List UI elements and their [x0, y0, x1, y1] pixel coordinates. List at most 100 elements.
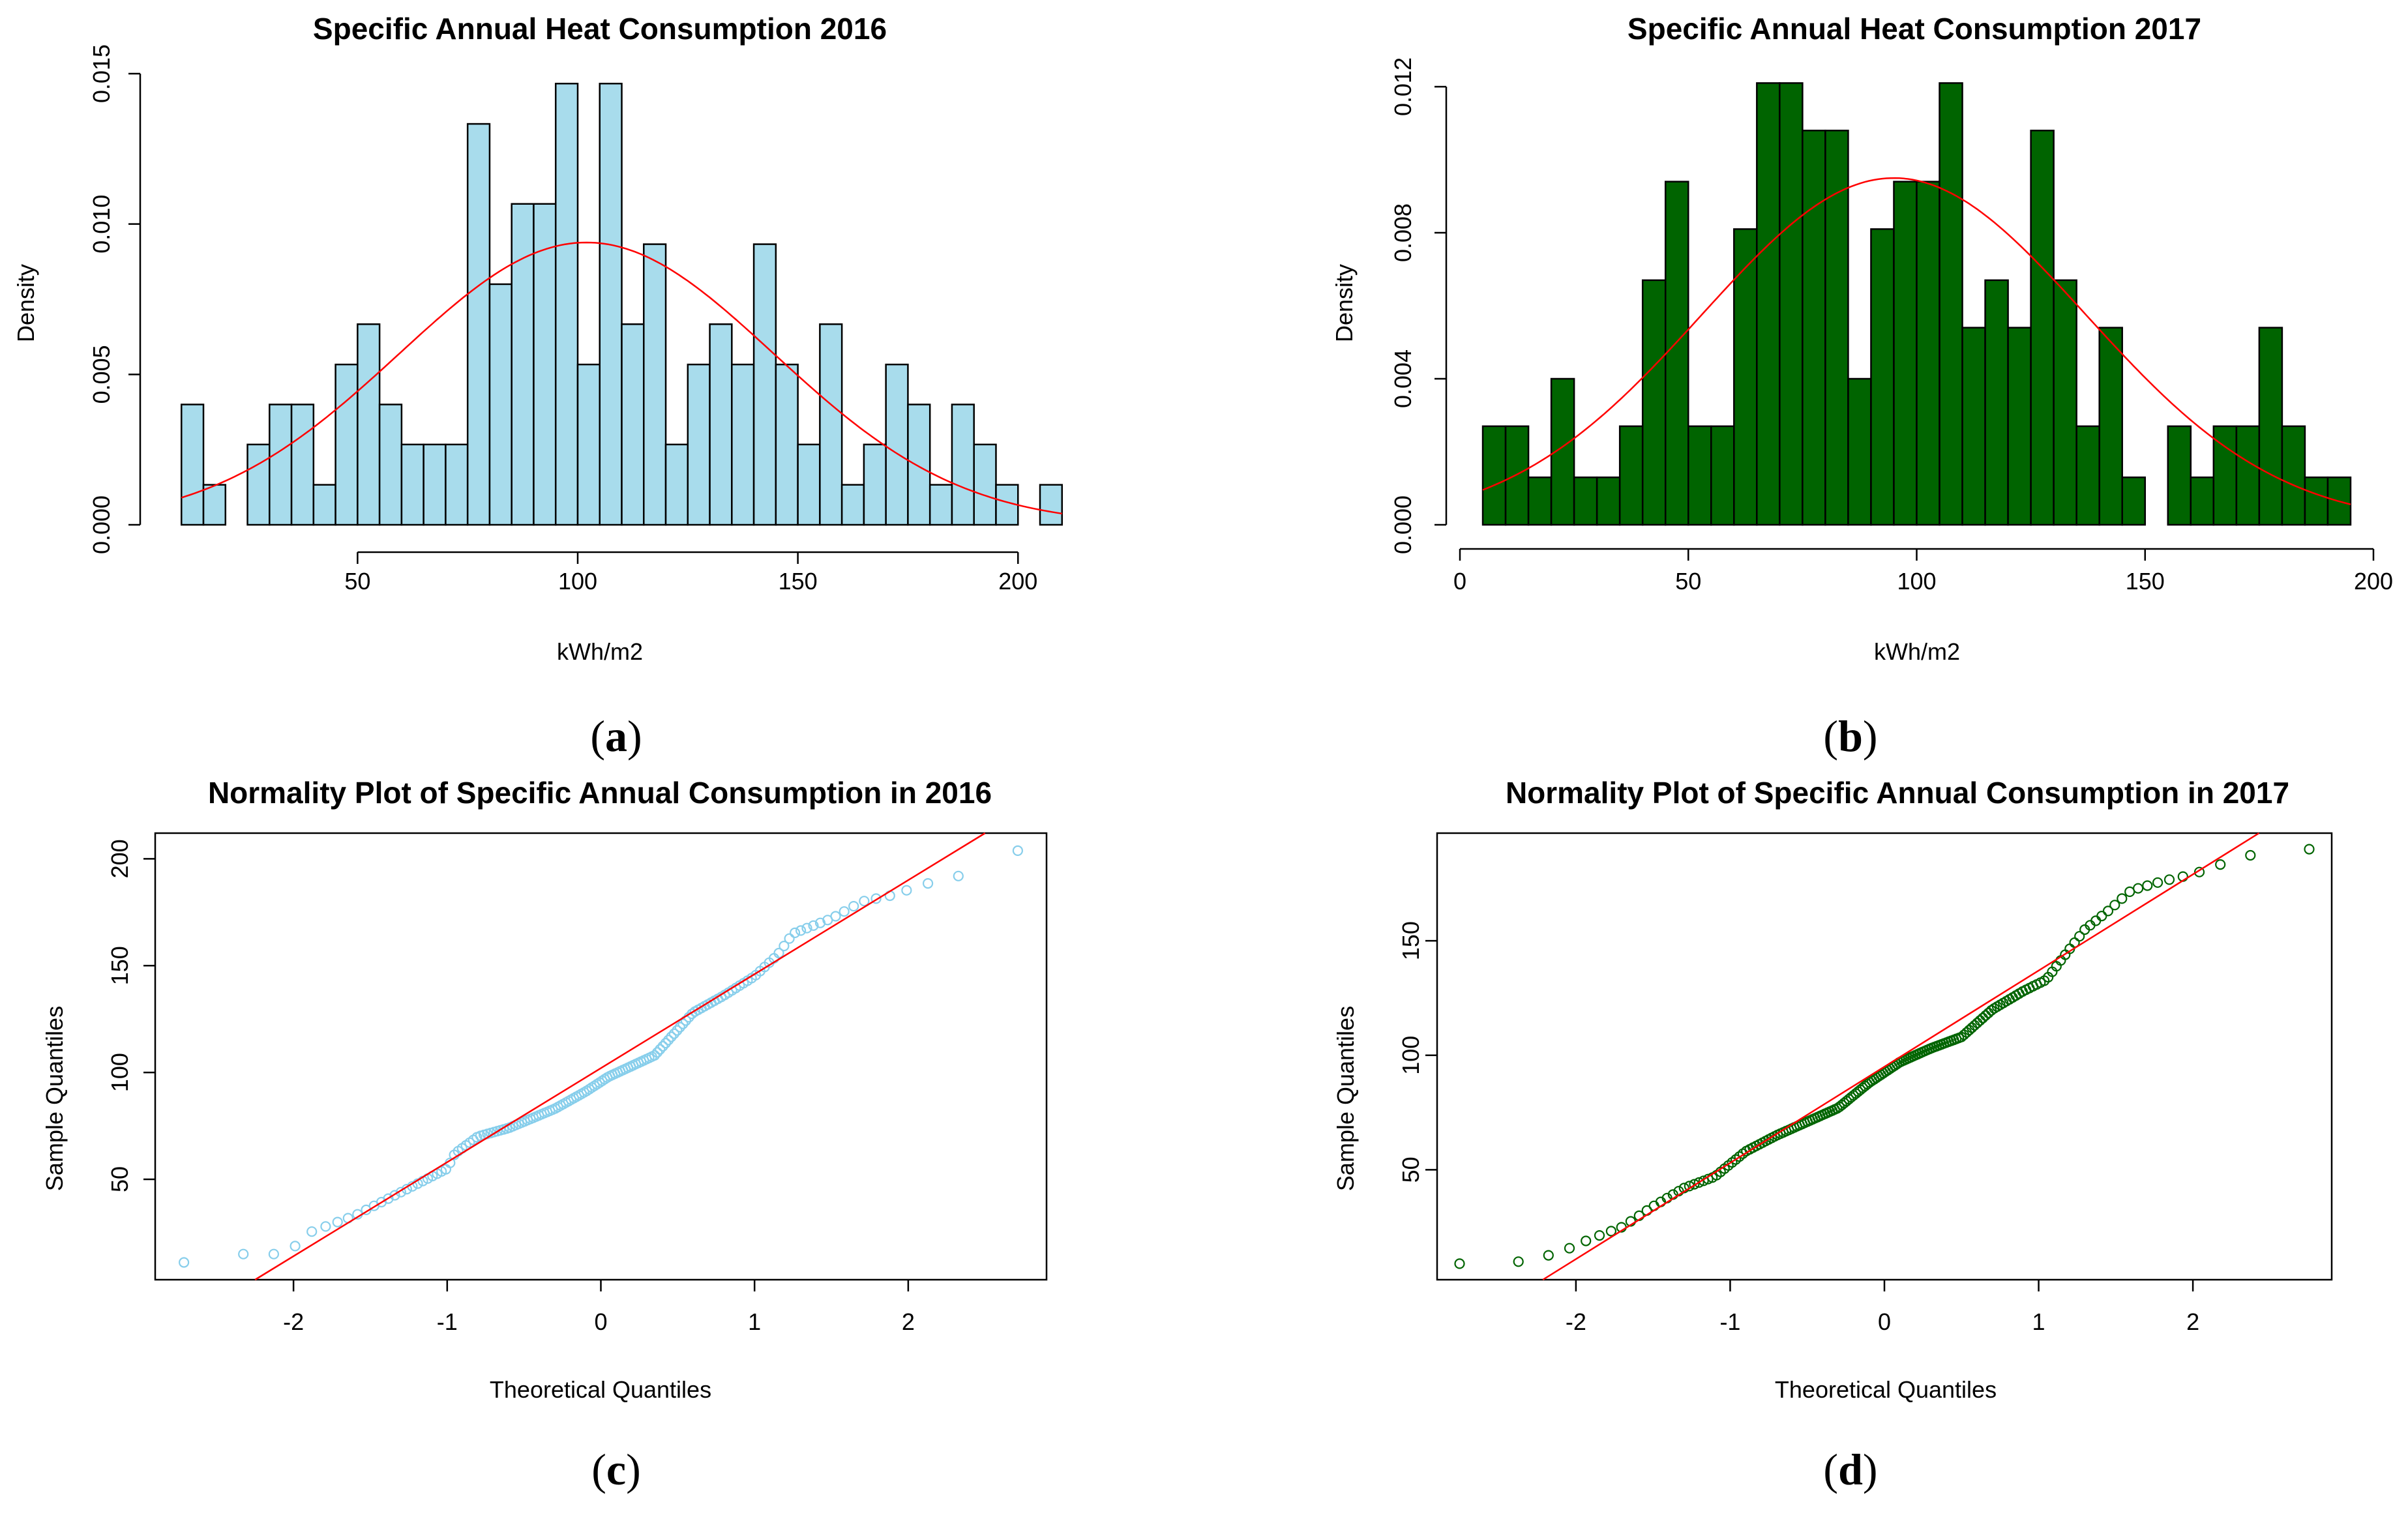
chart-b-bar — [1802, 129, 1826, 526]
panel-label-a: (a) — [590, 711, 642, 761]
chart-c-point — [801, 922, 812, 934]
chart-a-bar — [664, 443, 689, 526]
chart-d-point — [2215, 859, 2226, 870]
chart-c-point — [179, 1257, 190, 1268]
chart-b-ylabel: Density — [1331, 264, 1358, 342]
chart-b-bar — [1961, 327, 1986, 526]
chart-c-plot-frame — [154, 832, 1048, 1281]
chart-b-y-tick-label: 0.012 — [1390, 57, 1416, 116]
chart-c-point — [672, 1025, 683, 1036]
chart-b-bar — [2121, 476, 2146, 526]
chart-b-bar — [2212, 425, 2238, 526]
chart-b-bar — [1527, 476, 1553, 526]
chart-c-point — [922, 878, 934, 889]
chart-c-x-tick-label: 1 — [748, 1308, 761, 1335]
chart-c-point — [839, 906, 850, 917]
chart-c-plot: -2 -1 0 1 2 50 100 150 200 — [106, 832, 1048, 1335]
chart-b-y-tick-label: 0.008 — [1390, 203, 1416, 262]
chart-b-bar — [2281, 425, 2306, 526]
chart-a-bar — [752, 243, 777, 526]
chart-c-point — [677, 1018, 689, 1029]
chart-c-point — [395, 1186, 407, 1198]
chart-d-point — [2163, 874, 2175, 885]
chart-d-point — [1977, 1012, 1989, 1024]
chart-b-x-tick-label: 50 — [1675, 568, 1701, 595]
chart-b-x-tick-label: 100 — [1897, 568, 1936, 595]
chart-d-point — [1543, 1250, 1554, 1261]
chart-b-bar — [2007, 327, 2032, 526]
chart-b-xlabel: kWh/m2 — [1874, 638, 1960, 665]
chart-a-x-tick-label: 50 — [344, 568, 370, 595]
chart-c-x-tick-label: -1 — [437, 1308, 458, 1335]
chart-c-point — [901, 885, 912, 896]
chart-d-point — [2074, 931, 2085, 942]
chart-a-bar — [576, 363, 601, 526]
chart-d-point — [1594, 1230, 1605, 1241]
chart-d-reference-line — [1542, 832, 2260, 1281]
chart-d-y-tick-label: 50 — [1397, 1156, 1424, 1183]
chart-a-bar — [973, 443, 997, 526]
chart-a-bar — [929, 484, 953, 526]
chart-b-bar — [2167, 425, 2192, 526]
chart-c-point — [830, 911, 841, 922]
chart-a-bar — [533, 203, 557, 526]
chart-d-point — [2132, 883, 2144, 894]
chart-b-bar — [1687, 425, 1712, 526]
chart-a-bar — [951, 404, 975, 526]
chart-c-ylabel: Sample Quantiles — [41, 1006, 68, 1191]
chart-c-point — [784, 933, 795, 944]
chart-b-x-tick-label: 0 — [1453, 568, 1466, 595]
chart-b-bar — [1916, 181, 1940, 526]
chart-c-title: Normality Plot of Specific Annual Consum… — [208, 776, 992, 810]
chart-b-bar — [1481, 425, 1507, 526]
chart-b-bar — [2235, 425, 2261, 526]
chart-b-bar — [1618, 425, 1644, 526]
chart-a-bar — [819, 323, 843, 526]
chart-d-point — [2117, 893, 2128, 904]
chart-d-point — [1734, 1151, 1745, 1162]
chart-c-point — [651, 1047, 663, 1058]
panel-label-d: (d) — [1823, 1445, 1878, 1494]
chart-d-point — [1581, 1235, 1592, 1246]
chart-a-xlabel: kWh/m2 — [557, 638, 643, 665]
chart-c-point — [674, 1022, 685, 1033]
chart-b-x-tick-label: 150 — [2126, 568, 2165, 595]
chart-a-bar — [290, 404, 315, 526]
chart-b-bar — [2258, 327, 2283, 526]
chart-b-bar — [2326, 476, 2352, 526]
chart-a-bar — [466, 123, 491, 526]
chart-b-x-tick-label: 200 — [2354, 568, 2393, 595]
panel-label-c: (c) — [591, 1445, 641, 1494]
chart-a-bar — [907, 404, 931, 526]
chart-a-bar — [378, 404, 403, 526]
chart-d-title: Normality Plot of Specific Annual Consum… — [1506, 776, 2289, 810]
chart-d-point — [2304, 844, 2315, 855]
chart-b-bar — [2304, 476, 2329, 526]
chart-c-point — [773, 947, 784, 959]
chart-b-bar — [2053, 279, 2077, 526]
chart-c-point — [655, 1044, 666, 1055]
chart-b-bar — [1733, 228, 1758, 526]
chart-a-normal-curve — [181, 241, 1062, 515]
chart-a-bar — [269, 404, 293, 526]
chart-d-point — [2109, 900, 2120, 911]
chart-c-point — [268, 1248, 279, 1259]
chart-a-bar — [1039, 484, 1063, 526]
chart-a-bar — [181, 404, 205, 526]
chart-c-xlabel: Theoretical Quantiles — [490, 1376, 711, 1403]
chart-d-point — [2152, 877, 2163, 888]
chart-c-point — [953, 870, 964, 881]
chart-d-point — [1454, 1258, 1465, 1269]
chart-a-bar — [246, 443, 271, 526]
chart-a-x-tick-label: 150 — [779, 568, 818, 595]
chart-b-bar — [1664, 181, 1689, 526]
chart-a: Specific Annual Heat Consumption 2016 De… — [12, 12, 1063, 665]
chart-d-point — [1605, 1226, 1617, 1237]
chart-b-bar — [1756, 82, 1781, 526]
chart-d-plot: -2 -1 0 1 2 50 100 150 — [1397, 832, 2333, 1335]
chart-d-point — [2096, 911, 2107, 922]
chart-a-bar — [731, 363, 755, 526]
chart-c-point — [389, 1190, 400, 1201]
chart-c-y-tick-label: 100 — [106, 1053, 133, 1092]
chart-a-y-tick-label: 0.010 — [88, 195, 115, 254]
